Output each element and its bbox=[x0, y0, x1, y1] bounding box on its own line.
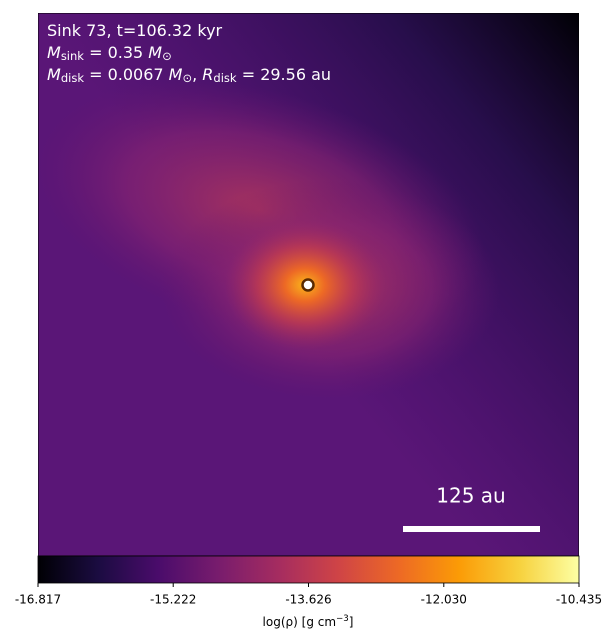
text-part: ] bbox=[349, 615, 354, 629]
subscript: disk bbox=[213, 71, 237, 85]
text-part: = 29.56 au bbox=[237, 65, 331, 84]
subscript: disk bbox=[61, 71, 85, 85]
tick-label: -10.435 bbox=[556, 593, 602, 607]
text-part: M bbox=[148, 43, 162, 62]
superscript: −3 bbox=[336, 614, 349, 624]
text-part: , bbox=[192, 65, 202, 84]
scale-bar-label: 125 au bbox=[436, 484, 505, 508]
text-part: log(ρ) [g cm bbox=[263, 615, 337, 629]
colorbar-ticks: -16.817 -15.222 -13.626 -12.030 -10.435 bbox=[15, 583, 602, 607]
density-map bbox=[38, 13, 579, 556]
text-part: M bbox=[47, 43, 61, 62]
subscript: ⊙ bbox=[182, 71, 192, 85]
scale-bar bbox=[403, 526, 540, 532]
text-part: M bbox=[47, 65, 61, 84]
sink-marker bbox=[301, 278, 315, 292]
tick-label: -13.626 bbox=[285, 593, 331, 607]
subscript: ⊙ bbox=[162, 49, 172, 63]
annotation: Mdisk = 0.0067 M⊙, Rdisk = 29.56 au bbox=[47, 65, 331, 85]
subscript: sink bbox=[61, 49, 84, 63]
text-part: R bbox=[202, 65, 213, 84]
text-part: = 0.35 bbox=[84, 43, 148, 62]
tick-label: -12.030 bbox=[421, 593, 467, 607]
colorbar bbox=[37, 555, 580, 584]
text-part: = 0.0067 bbox=[84, 65, 169, 84]
text-part: Sink 73, t=106.32 kyr bbox=[47, 21, 223, 40]
text-part: M bbox=[169, 65, 183, 84]
tick-label: -16.817 bbox=[15, 593, 61, 607]
tick-label: -15.222 bbox=[150, 593, 196, 607]
annotation: Msink = 0.35 M⊙ bbox=[47, 43, 172, 63]
colorbar-label: log(ρ) [g cm−3] bbox=[263, 614, 354, 629]
annotation: Sink 73, t=106.32 kyr bbox=[47, 21, 223, 40]
